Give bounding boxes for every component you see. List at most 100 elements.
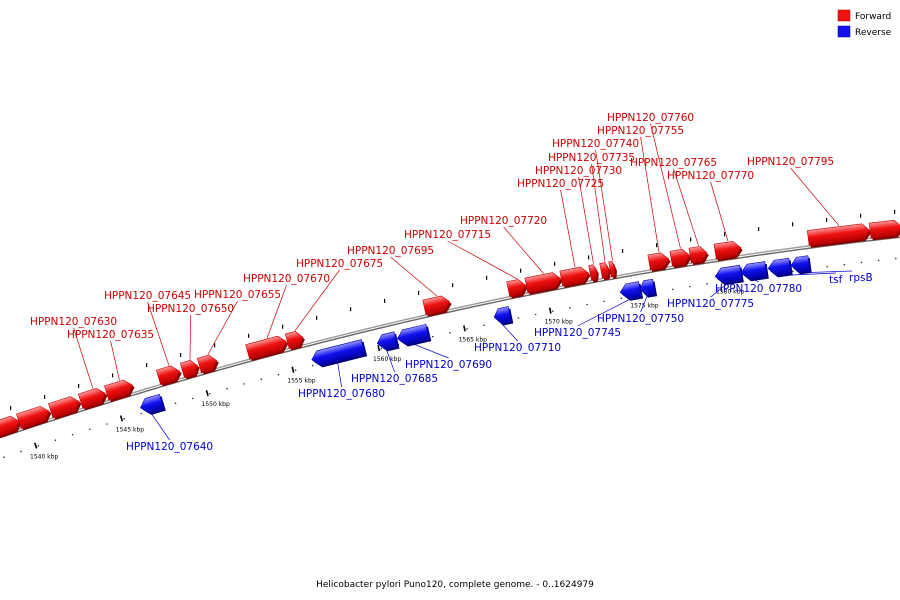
reverse-gene-arrow[interactable] bbox=[639, 278, 658, 299]
reverse-gene-arrow[interactable] bbox=[396, 324, 432, 348]
reverse-gene-arrow[interactable] bbox=[767, 257, 793, 279]
gene-arrow-body bbox=[155, 365, 180, 385]
forward-gene-arrow[interactable] bbox=[524, 271, 564, 295]
scale-upper-tick bbox=[44, 394, 46, 399]
forward-gene-arrow[interactable] bbox=[422, 294, 454, 317]
scale-upper-tick bbox=[452, 283, 454, 288]
forward-gene-arrow[interactable] bbox=[196, 353, 221, 375]
forward-gene-arrow[interactable] bbox=[245, 334, 291, 362]
scale-minor-tick bbox=[552, 310, 554, 312]
scale-minor-tick bbox=[672, 288, 674, 291]
gene-arrow-body bbox=[16, 405, 50, 429]
forward-gene-arrow[interactable] bbox=[179, 358, 202, 380]
gene-label: HPPN120_07720 bbox=[460, 215, 547, 227]
gene-arrow-body bbox=[740, 261, 768, 280]
forward-gene-arrow[interactable] bbox=[688, 245, 710, 266]
forward-gene-arrow[interactable] bbox=[48, 394, 83, 420]
scale-upper-tick bbox=[350, 307, 352, 312]
scale-upper-tick bbox=[316, 315, 318, 320]
scale-minor-tick bbox=[826, 265, 828, 268]
gene-arrow-body bbox=[524, 272, 562, 294]
scale-major-tick bbox=[205, 390, 209, 397]
gene-leader-line bbox=[710, 181, 729, 242]
gene-arrow-body bbox=[647, 252, 670, 271]
gene-leader-line bbox=[110, 340, 120, 381]
scale-upper-tick bbox=[894, 209, 896, 214]
reverse-gene-arrow[interactable] bbox=[310, 339, 368, 369]
scale-tick-label: 1550 kbp bbox=[202, 401, 230, 408]
forward-gene-arrow[interactable] bbox=[647, 251, 672, 272]
scale-minor-tick bbox=[620, 297, 623, 300]
gene-leader-line bbox=[595, 149, 613, 261]
scale-minor-tick bbox=[174, 402, 177, 405]
backbone-line-lower bbox=[0, 236, 900, 439]
forward-gene-arrow[interactable] bbox=[104, 378, 136, 403]
scale-minor-tick bbox=[54, 439, 57, 442]
scale-minor-tick bbox=[449, 331, 451, 334]
reverse-gene-arrow[interactable] bbox=[376, 331, 400, 353]
scale-minor-tick bbox=[209, 392, 211, 395]
forward-gene-arrow[interactable] bbox=[608, 261, 619, 279]
gene-leader-line bbox=[560, 189, 576, 268]
legend-item-reverse: Reverse bbox=[837, 25, 892, 38]
scale-minor-tick bbox=[569, 307, 571, 309]
forward-gene-arrow[interactable] bbox=[588, 264, 601, 283]
scale-tick-label: 1580 kbp bbox=[716, 289, 744, 296]
forward-gene-arrow[interactable] bbox=[77, 386, 109, 411]
gene-arrow-body bbox=[714, 264, 743, 284]
reverse-gene-arrow[interactable] bbox=[493, 306, 514, 327]
forward-gene-arrow[interactable] bbox=[506, 278, 530, 299]
scale-upper-tick bbox=[248, 333, 250, 338]
legend-swatch-forward bbox=[837, 9, 851, 22]
gene-leader-line bbox=[207, 300, 238, 355]
gene-label: HPPN120_07695 bbox=[347, 245, 434, 257]
scale-minor-tick bbox=[140, 412, 142, 415]
scale-minor-tick bbox=[37, 445, 40, 447]
forward-gene-arrow[interactable] bbox=[806, 223, 872, 248]
scale-minor-tick bbox=[89, 428, 91, 431]
legend-label-reverse: Reverse bbox=[855, 28, 892, 38]
scale-major-tick bbox=[33, 442, 38, 449]
scale-minor-tick bbox=[71, 433, 74, 436]
scale-layer: 1540 kbp 1545 kbp 1550 kbp 1555 kbp 1560 kbp… bbox=[3, 209, 897, 461]
scale-upper-tick bbox=[656, 243, 658, 248]
scale-minor-tick bbox=[877, 259, 880, 262]
gene-leader-line bbox=[503, 226, 544, 274]
forward-gene-arrow[interactable] bbox=[669, 248, 693, 269]
reverse-gene-arrow[interactable] bbox=[619, 281, 644, 302]
gene-arrow-body bbox=[196, 354, 218, 374]
forward-gene-arrow[interactable] bbox=[713, 240, 744, 262]
scale-tick-label: 1570 kbp bbox=[545, 319, 573, 326]
gene-label: HPPN120_07675 bbox=[296, 258, 383, 270]
scale-minor-tick bbox=[466, 328, 468, 330]
forward-gene-arrow[interactable] bbox=[155, 363, 183, 387]
forward-gene-arrow[interactable] bbox=[559, 266, 592, 289]
scale-upper-tick bbox=[588, 255, 590, 260]
forward-gene-arrow[interactable] bbox=[599, 262, 613, 281]
legend-swatch-reverse bbox=[837, 25, 851, 38]
scale-upper-tick bbox=[180, 353, 182, 357]
reverse-gene-arrow[interactable] bbox=[714, 264, 744, 286]
gene-arrow-body bbox=[179, 359, 199, 378]
forward-gene-arrow[interactable] bbox=[868, 219, 900, 241]
forward-gene-arrow[interactable] bbox=[0, 413, 24, 439]
scale-tick-label: 1565 kbp bbox=[459, 336, 487, 343]
scale-major-tick bbox=[119, 415, 124, 422]
legend-label-forward: Forward bbox=[855, 12, 891, 22]
gene-label: HPPN120_07670 bbox=[243, 273, 330, 285]
gene-leader-line bbox=[578, 176, 594, 264]
scale-upper-tick bbox=[214, 343, 216, 348]
forward-gene-arrow[interactable] bbox=[284, 330, 306, 351]
scale-minor-tick bbox=[243, 383, 245, 385]
gene-arrow-body bbox=[619, 281, 642, 299]
forward-gene-arrow[interactable] bbox=[16, 404, 53, 431]
gene-arrow-body bbox=[713, 240, 742, 260]
reverse-gene-arrow[interactable] bbox=[740, 261, 769, 282]
scale-upper-tick bbox=[486, 275, 488, 280]
reverse-gene-arrow[interactable] bbox=[138, 393, 166, 417]
reverse-gene-arrow[interactable] bbox=[790, 255, 812, 275]
gene-arrow-body bbox=[669, 248, 691, 267]
scale-upper-tick bbox=[146, 363, 148, 368]
